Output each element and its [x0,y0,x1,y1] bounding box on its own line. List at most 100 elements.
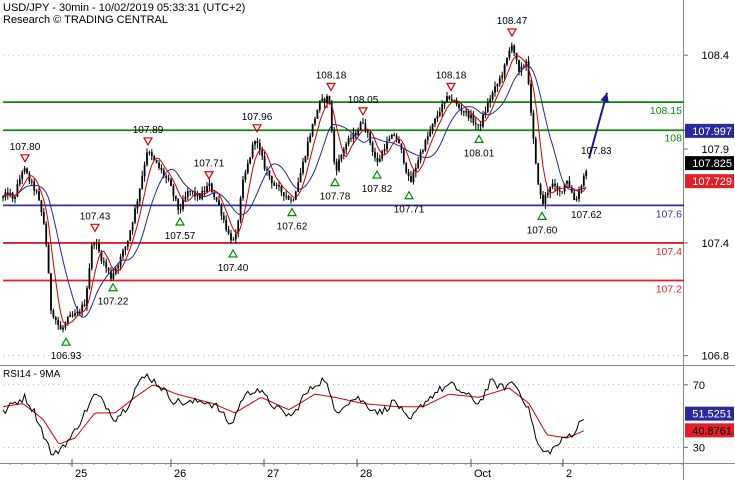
x-tick-label: 26 [174,468,186,480]
low-label: 107.82 [362,184,393,195]
candle-body [222,215,225,220]
candle-body [558,190,561,192]
candle-body [165,176,168,179]
candle-body [386,141,388,150]
level-label: 107.4 [656,246,682,258]
low-label: 107.40 [218,263,249,274]
x-tick-label: 2 [566,468,572,480]
candle-body [335,161,338,171]
low-label: 108.01 [464,148,495,159]
candle-body [167,178,170,180]
candle-body [11,192,14,199]
price-annotation: 107.62 [571,210,602,221]
candle-body [491,92,494,99]
candle-body [254,141,256,145]
candle-body [131,222,134,231]
low-label: 107.60 [527,225,558,236]
y-tick-label: 108.4 [701,50,729,62]
candle-body [170,179,172,186]
candle-body [350,138,352,140]
candle-body [225,219,228,230]
low-marker [227,248,239,258]
candle-body [345,144,348,150]
candle-body [237,220,240,234]
candle-body [6,192,9,196]
candle-body [268,170,271,177]
candle-body [64,322,67,328]
low-marker [60,336,72,346]
candle-body [438,112,441,116]
candle-body [494,86,496,93]
candle-body [100,251,103,262]
candle-body [472,114,475,124]
rsi-y-tick-label: 70 [693,380,705,392]
candle-body [496,84,499,87]
candle-body [155,159,158,163]
candle-body [443,101,446,105]
candle-body [234,233,237,240]
candle-body [285,195,288,197]
candle-body [539,184,542,195]
candle-body [143,164,146,177]
candle-body [544,195,547,204]
candle-body [407,172,410,176]
candle-body [458,104,460,109]
price-annotation: 107.83 [581,146,612,157]
candle-body [429,130,432,137]
high-label: 107.43 [80,211,111,222]
high-label: 107.89 [133,125,164,136]
candle-body [585,170,588,177]
candle-body [28,173,31,182]
candle-body [513,45,516,53]
candle-body [71,314,74,316]
candle-body [2,196,4,198]
candle-body [501,75,504,78]
candle-body [302,161,304,174]
candle-body [412,172,415,183]
candle-body [189,190,192,192]
candle-body [503,64,506,76]
candle-body [215,197,218,201]
candle-body [378,158,381,162]
high-marker [445,82,457,92]
candle-body [431,123,434,131]
low-marker [174,216,186,226]
high-marker [89,223,101,233]
candle-body [575,198,578,201]
candle-body [294,191,297,200]
x-tick-label: 25 [75,468,87,480]
high-marker [357,107,369,117]
candle-body [338,159,340,171]
candle-body [340,154,343,160]
level-label: 108.15 [650,105,682,117]
candle-body [436,115,439,119]
price-tag-label: 107.729 [692,176,732,188]
rsi-ma-line [2,384,584,445]
candle-body [321,98,324,101]
candle-body [330,102,333,131]
candle-body [467,110,470,119]
candle-body [326,96,328,103]
high-marker [506,28,518,38]
low-marker [286,207,298,217]
candle-body [40,200,43,213]
candle-body [388,138,391,142]
high-marker [325,82,337,92]
candle-body [208,183,211,187]
candle-body [359,122,362,131]
candle-body [484,111,487,115]
candle-body [582,176,585,186]
candle-body [126,240,129,247]
candle-body [542,194,544,204]
candle-body [62,327,64,330]
candle-body [424,139,427,151]
candle-body [369,132,372,143]
candle-body [393,134,396,136]
candle-body [290,199,292,201]
candle-body [95,243,98,245]
candle-body [568,180,571,188]
high-label: 108.47 [497,16,528,27]
high-marker [251,124,263,133]
candle-body [299,173,302,183]
candle-body [134,208,136,223]
